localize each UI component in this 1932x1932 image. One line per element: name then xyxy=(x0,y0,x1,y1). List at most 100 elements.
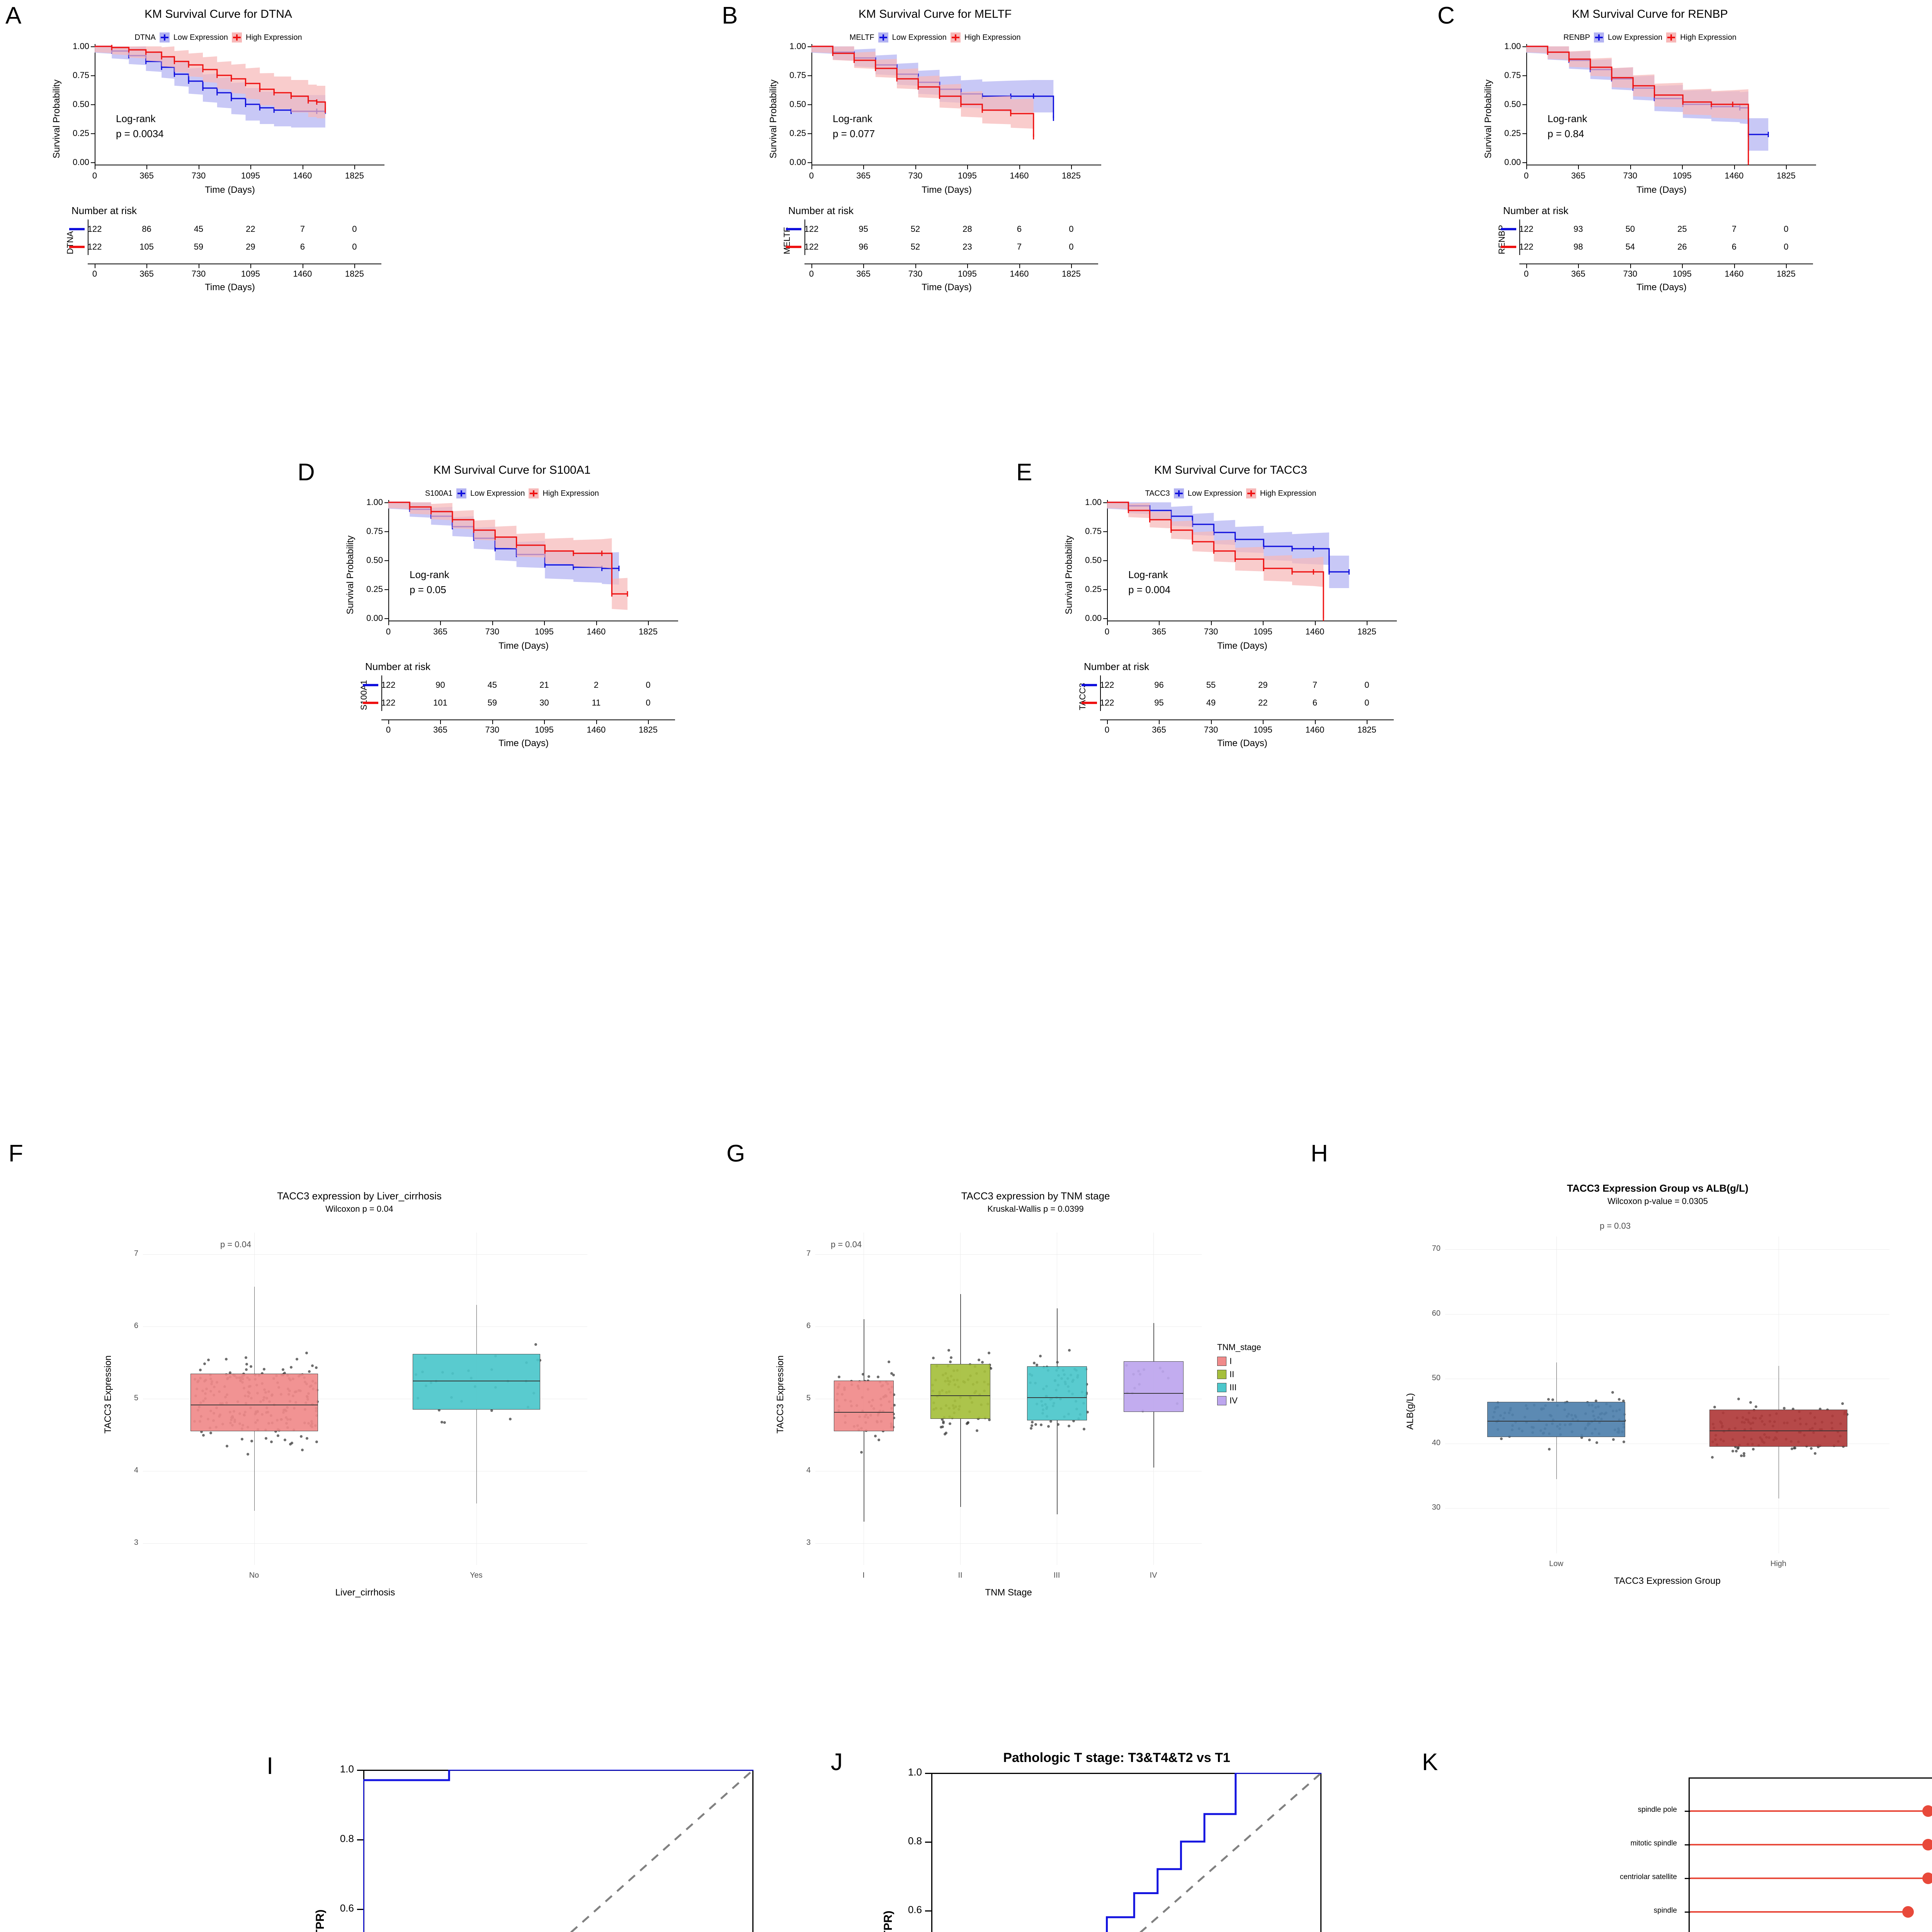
jitter-point xyxy=(250,1365,253,1368)
y-tick-label: 40 xyxy=(1432,1438,1440,1447)
legend-item[interactable]: III xyxy=(1217,1383,1261,1393)
risk-x-tick-label: 730 xyxy=(485,725,500,735)
jitter-point xyxy=(943,1432,946,1435)
roc-curve xyxy=(363,1770,753,1932)
jitter-point xyxy=(1039,1423,1043,1427)
x-tick-label: Yes xyxy=(470,1571,483,1580)
risk-row-color-low xyxy=(69,228,85,230)
jitter-point xyxy=(1612,1438,1615,1441)
go-stem xyxy=(1690,1844,1929,1845)
go-stem xyxy=(1690,1911,1908,1913)
grid-line xyxy=(1445,1508,1889,1509)
go-term-label: spindle pole xyxy=(1638,1806,1677,1814)
km-x-axis-title: Time (Days) xyxy=(1217,641,1267,651)
km-x-tick xyxy=(544,621,545,625)
risk-x-tick xyxy=(1682,264,1683,268)
risk-x-tick xyxy=(967,264,968,268)
jitter-point xyxy=(1083,1428,1086,1431)
km-x-tick-label: 1095 xyxy=(1253,627,1272,636)
km-legend-gene: S100A1 xyxy=(425,489,453,498)
km-y-tick-label: 0.25 xyxy=(366,584,383,594)
tnm-stage-legend: TNM_stage I II III IV xyxy=(1217,1342,1261,1409)
risk-x-tick-label: 1460 xyxy=(1010,269,1029,279)
legend-item[interactable]: IV xyxy=(1217,1396,1261,1406)
km-x-tick-label: 1460 xyxy=(1010,171,1029,180)
risk-cell: 122 xyxy=(1100,680,1114,690)
risk-x-tick-label: 1825 xyxy=(1061,269,1081,279)
legend-swatch xyxy=(1217,1383,1226,1392)
jitter-point xyxy=(265,1437,268,1440)
risk-table-divider xyxy=(1100,675,1101,711)
roc-panel-I: 0.00.20.40.60.81.00.00.20.40.60.81.01-Sp… xyxy=(294,1754,804,1932)
risk-cell: 6 xyxy=(300,242,305,252)
go-stem xyxy=(1690,1810,1929,1812)
risk-x-tick-label: 1095 xyxy=(534,725,554,735)
risk-cell: 122 xyxy=(381,698,396,707)
go-term-label: mitotic spindle xyxy=(1630,1839,1677,1847)
risk-cell: 0 xyxy=(1784,242,1789,252)
km-curves xyxy=(95,45,326,128)
logrank-pvalue: p = 0.84 xyxy=(1548,128,1584,139)
panel-label-I: I xyxy=(267,1753,274,1779)
km-y-tick-label: 0.75 xyxy=(789,70,806,80)
roc-y-tick xyxy=(925,1773,931,1774)
jitter-point xyxy=(202,1434,205,1437)
legend-item[interactable]: II xyxy=(1217,1369,1261,1379)
risk-x-tick xyxy=(250,264,252,268)
legend-item[interactable]: I xyxy=(1217,1356,1261,1366)
km-x-tick xyxy=(1630,165,1631,169)
jitter-point xyxy=(1752,1447,1755,1451)
jitter-point xyxy=(1030,1427,1033,1430)
whisker-lower xyxy=(1153,1412,1154,1468)
km-y-axis-title: Survival Probability xyxy=(768,79,779,158)
jitter-point xyxy=(276,1434,279,1437)
risk-x-tick-label: 0 xyxy=(809,269,814,279)
jitter-point xyxy=(1034,1423,1037,1426)
x-tick-label: III xyxy=(1053,1571,1060,1580)
risk-x-tick-label: 1095 xyxy=(1672,269,1692,279)
km-y-tick xyxy=(808,46,811,47)
km-x-tick xyxy=(1263,621,1264,625)
y-tick-label: 50 xyxy=(1432,1374,1440,1383)
risk-cell: 0 xyxy=(1364,680,1369,690)
jitter-point xyxy=(981,1361,984,1364)
x-tick-label: Low xyxy=(1549,1560,1563,1568)
risk-table-divider xyxy=(804,219,805,255)
km-x-tick-label: 1825 xyxy=(1357,627,1376,636)
km-y-tick xyxy=(384,531,388,532)
km-legend-high-label: High Expression xyxy=(1680,33,1736,42)
legend-label: III xyxy=(1230,1382,1237,1392)
risk-cell: 101 xyxy=(433,698,447,707)
km-y-tick xyxy=(1522,162,1526,163)
km-y-tick-label: 1.00 xyxy=(1085,497,1102,507)
roc-y-tick xyxy=(925,1910,931,1912)
km-y-tick-label: 0.75 xyxy=(1085,526,1102,536)
legend-swatch-low xyxy=(456,488,467,498)
risk-x-tick-label: 1095 xyxy=(957,269,977,279)
jitter-point xyxy=(1810,1447,1813,1450)
km-y-tick xyxy=(1522,133,1526,134)
risk-x-tick-label: 0 xyxy=(1524,269,1529,279)
logrank-label: Log-rank xyxy=(1128,569,1168,580)
logrank-pvalue: p = 0.077 xyxy=(833,128,875,139)
km-x-axis-title: Time (Days) xyxy=(498,641,549,651)
logrank-label: Log-rank xyxy=(116,113,156,124)
km-y-tick-label: 0.00 xyxy=(1504,157,1521,167)
risk-row-color-high xyxy=(69,246,85,248)
km-legend-low-label: Low Expression xyxy=(1608,33,1663,42)
km-x-tick-label: 1095 xyxy=(241,171,260,180)
p-value-annotation: p = 0.04 xyxy=(220,1240,252,1249)
risk-cell: 0 xyxy=(1784,224,1789,234)
risk-cell: 2 xyxy=(594,680,599,690)
grid-line xyxy=(815,1543,1202,1544)
jitter-point xyxy=(989,1367,992,1370)
km-legend-low-label: Low Expression xyxy=(1187,489,1242,498)
jitter-point xyxy=(284,1438,287,1441)
whisker-upper xyxy=(1556,1362,1557,1402)
legend-swatch xyxy=(1217,1369,1226,1379)
km-y-tick xyxy=(1522,104,1526,105)
jitter-point xyxy=(241,1437,244,1440)
jitter-point xyxy=(1731,1450,1734,1453)
plot-background xyxy=(1445,1236,1889,1553)
logrank-pvalue: p = 0.004 xyxy=(1128,584,1171,595)
